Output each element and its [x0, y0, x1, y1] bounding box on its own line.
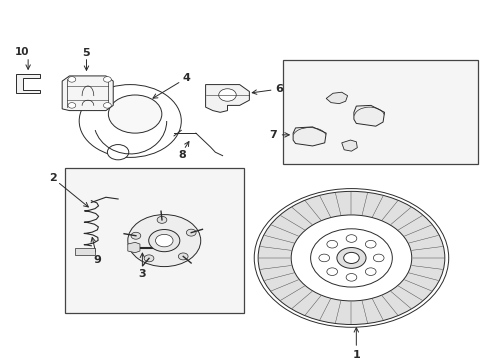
Text: 7: 7 [268, 130, 276, 140]
Circle shape [144, 255, 154, 262]
Circle shape [218, 89, 236, 101]
Polygon shape [62, 76, 113, 111]
Polygon shape [353, 105, 384, 126]
Polygon shape [205, 85, 249, 112]
Circle shape [103, 77, 111, 82]
Circle shape [372, 254, 383, 262]
Circle shape [346, 274, 356, 281]
Circle shape [258, 192, 444, 324]
Circle shape [326, 240, 337, 248]
Text: 9: 9 [93, 255, 101, 265]
Circle shape [365, 240, 375, 248]
Circle shape [107, 145, 128, 160]
Bar [75, 248, 95, 255]
Text: 10: 10 [15, 47, 29, 57]
Text: 5: 5 [82, 48, 90, 58]
Text: 3: 3 [138, 269, 146, 279]
Polygon shape [341, 140, 357, 151]
Circle shape [103, 103, 111, 108]
Bar [64, 168, 244, 314]
Circle shape [131, 232, 141, 239]
Text: 2: 2 [49, 172, 57, 183]
Circle shape [365, 268, 375, 275]
Text: 1: 1 [352, 350, 360, 360]
Polygon shape [127, 242, 140, 253]
Circle shape [157, 216, 166, 223]
Circle shape [336, 248, 366, 268]
Circle shape [318, 254, 329, 262]
Polygon shape [325, 92, 347, 104]
Circle shape [68, 103, 76, 108]
Circle shape [310, 229, 391, 287]
Circle shape [68, 77, 76, 82]
Circle shape [148, 230, 180, 252]
Circle shape [178, 253, 188, 260]
Circle shape [186, 229, 196, 236]
Circle shape [79, 85, 181, 157]
Bar [283, 60, 477, 164]
Text: 6: 6 [275, 84, 283, 94]
Text: 4: 4 [182, 73, 190, 83]
Text: 8: 8 [178, 150, 186, 159]
Polygon shape [292, 127, 325, 146]
Circle shape [108, 95, 162, 133]
Circle shape [326, 268, 337, 275]
Circle shape [346, 235, 356, 242]
Circle shape [254, 189, 448, 327]
Circle shape [343, 252, 359, 264]
Polygon shape [16, 74, 40, 93]
Circle shape [155, 234, 173, 247]
Circle shape [127, 215, 201, 267]
Circle shape [290, 215, 411, 301]
